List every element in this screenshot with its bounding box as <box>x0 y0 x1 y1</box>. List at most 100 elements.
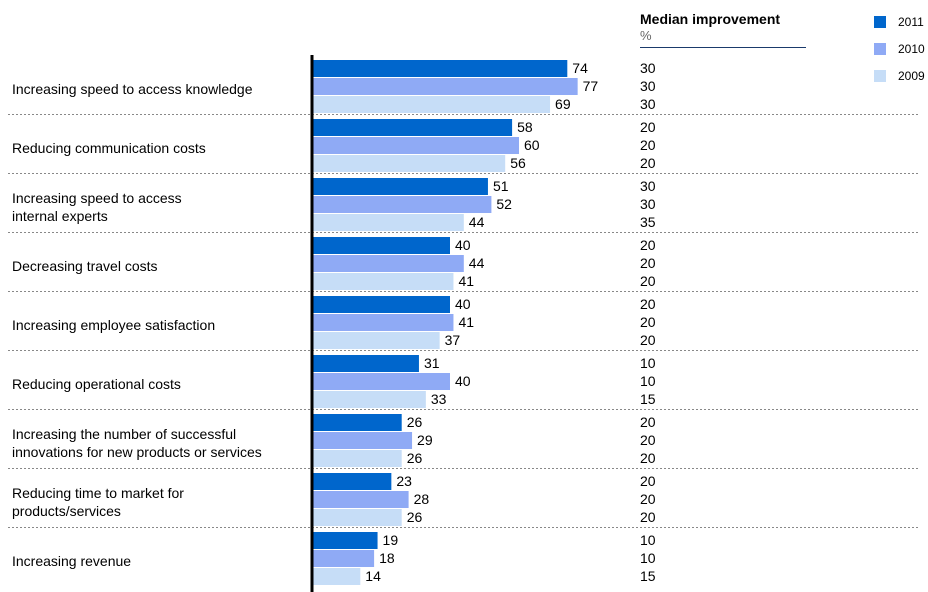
bar-2009 <box>312 450 402 467</box>
bar-2011 <box>312 237 450 254</box>
bar-2010 <box>312 550 375 567</box>
median-improvement-value: 20 <box>640 255 656 271</box>
median-improvement-unit: % <box>640 28 652 43</box>
bar-2011 <box>312 532 378 549</box>
bar-2009 <box>312 273 454 290</box>
median-improvement-value: 10 <box>640 550 656 566</box>
bar-value-label: 26 <box>407 509 423 525</box>
bar-2010 <box>312 491 409 508</box>
bar-value-label: 44 <box>469 214 485 230</box>
legend-label-2010: 2010 <box>898 41 925 56</box>
median-improvement-header: Median improvement % <box>640 10 806 48</box>
median-improvement-value: 30 <box>640 78 656 94</box>
bar-2010 <box>312 432 413 449</box>
legend: 2011 2010 2009 <box>874 8 925 89</box>
legend-swatch-2009 <box>874 69 886 82</box>
bar-value-label: 26 <box>407 414 423 430</box>
bar-2011 <box>312 414 402 431</box>
bar-value-label: 60 <box>524 137 540 153</box>
bar-value-label: 41 <box>458 273 474 289</box>
category-label: Reducing operational costs <box>12 376 181 392</box>
category-label: Increasing speed to access knowledge <box>12 81 253 97</box>
category-label: Decreasing travel costs <box>12 258 158 274</box>
median-improvement-title: Median improvement <box>640 11 781 27</box>
median-improvement-value: 10 <box>640 355 656 371</box>
median-improvement-value: 20 <box>640 237 656 253</box>
bar-2010 <box>312 314 454 331</box>
category-label: products/services <box>12 503 121 519</box>
bar-value-label: 77 <box>583 78 599 94</box>
median-improvement-value: 30 <box>640 196 656 212</box>
bar-2009 <box>312 214 464 231</box>
bar-value-label: 58 <box>517 119 533 135</box>
bar-value-label: 14 <box>365 568 381 584</box>
median-improvement-value: 20 <box>640 332 656 348</box>
median-improvement-value: 20 <box>640 509 656 525</box>
category-label: Increasing employee satisfaction <box>12 317 215 333</box>
median-improvement-value: 20 <box>640 450 656 466</box>
bar-2010 <box>312 373 450 390</box>
bar-value-label: 28 <box>414 491 430 507</box>
category-label: Increasing speed to access <box>12 190 182 206</box>
bar-2009 <box>312 509 402 526</box>
median-improvement-value: 20 <box>640 296 656 312</box>
median-improvement-value: 20 <box>640 273 656 289</box>
bar-2010 <box>312 78 578 95</box>
median-improvement-value: 10 <box>640 373 656 389</box>
bar-value-label: 69 <box>555 96 571 112</box>
legend-swatch-2010 <box>874 42 886 55</box>
bar-value-label: 26 <box>407 450 423 466</box>
legend-label-2009: 2009 <box>898 68 925 83</box>
bar-2009 <box>312 568 361 585</box>
median-improvement-value: 20 <box>640 137 656 153</box>
bar-2011 <box>312 119 513 136</box>
bar-value-label: 31 <box>424 355 440 371</box>
bar-value-label: 40 <box>455 237 471 253</box>
bar-value-label: 37 <box>445 332 461 348</box>
bar-value-label: 41 <box>458 314 474 330</box>
legend-swatch-2011 <box>874 15 886 28</box>
bar-value-label: 33 <box>431 391 447 407</box>
median-improvement-value: 30 <box>640 60 656 76</box>
legend-label-2011: 2011 <box>898 14 924 29</box>
bar-value-label: 51 <box>493 178 509 194</box>
median-improvement-value: 20 <box>640 432 656 448</box>
bar-value-label: 52 <box>496 196 512 212</box>
bar-2011 <box>312 178 488 195</box>
median-improvement-value: 35 <box>640 214 656 230</box>
bar-2010 <box>312 196 492 213</box>
legend-item-2011: 2011 <box>874 8 925 35</box>
category-label: innovations for new products or services <box>12 444 262 460</box>
median-improvement-value: 20 <box>640 155 656 171</box>
bar-value-label: 18 <box>379 550 395 566</box>
bar-2011 <box>312 296 450 313</box>
median-improvement-value: 20 <box>640 473 656 489</box>
category-label: Reducing communication costs <box>12 140 206 156</box>
bar-value-label: 44 <box>469 255 485 271</box>
bar-2009 <box>312 332 440 349</box>
median-improvement-value: 20 <box>640 414 656 430</box>
category-label: internal experts <box>12 208 108 224</box>
bar-value-label: 19 <box>383 532 399 548</box>
bar-2010 <box>312 137 519 154</box>
bar-2009 <box>312 96 551 113</box>
category-label: Increasing the number of successful <box>12 426 236 442</box>
median-improvement-value: 20 <box>640 119 656 135</box>
bar-2011 <box>312 355 419 372</box>
median-improvement-value: 30 <box>640 178 656 194</box>
bar-2011 <box>312 473 392 490</box>
bar-value-label: 40 <box>455 296 471 312</box>
median-improvement-value: 20 <box>640 491 656 507</box>
bar-value-label: 74 <box>572 60 588 76</box>
median-improvement-value: 15 <box>640 391 656 407</box>
bar-2009 <box>312 391 426 408</box>
bar-value-label: 56 <box>510 155 526 171</box>
bar-value-label: 40 <box>455 373 471 389</box>
bar-value-label: 23 <box>396 473 412 489</box>
bar-2010 <box>312 255 464 272</box>
category-label: Reducing time to market for <box>12 485 184 501</box>
median-improvement-value: 10 <box>640 532 656 548</box>
bar-value-label: 29 <box>417 432 433 448</box>
category-label: Increasing revenue <box>12 553 131 569</box>
